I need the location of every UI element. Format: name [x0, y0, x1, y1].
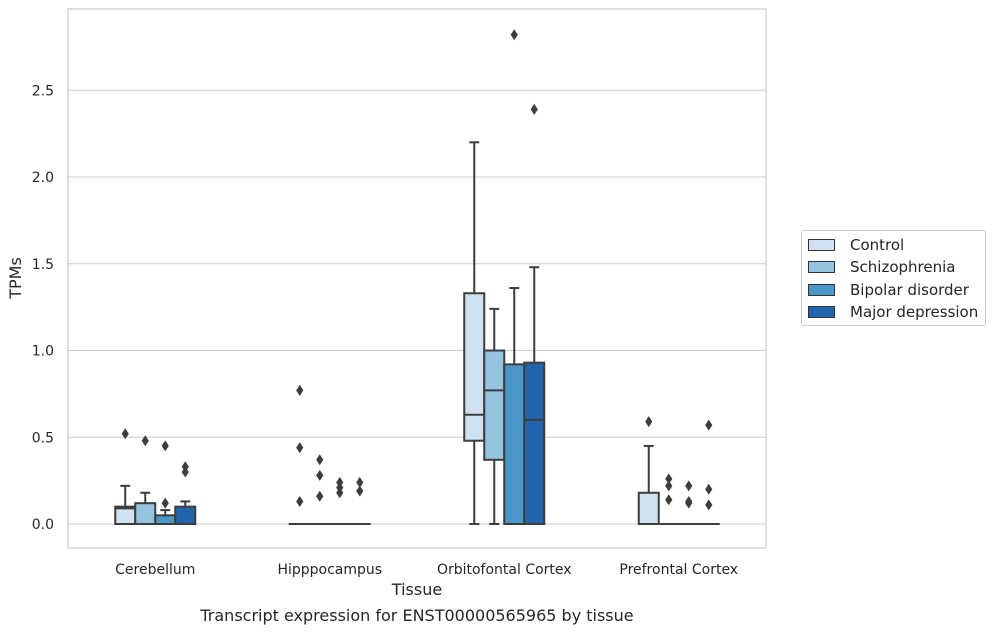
box-bipolar-disorder	[328, 476, 351, 526]
box-control	[288, 384, 311, 526]
y-tick-labels: 0.0 0.5 1.0 1.5 2.0 2.5	[32, 83, 54, 533]
box-control	[637, 416, 660, 525]
outlier-point	[705, 499, 713, 511]
box-bipolar-disorder	[503, 29, 526, 525]
x-tick-labels: Cerebellum Hipppocampus Orbitofontal Corte…	[115, 562, 738, 578]
outlier-point	[665, 473, 673, 485]
x-tick-label: Hipppocampus	[277, 562, 382, 578]
legend-swatch-bipolar-disorder	[808, 284, 835, 296]
outlier-point	[296, 384, 304, 396]
x-tick-label: Orbitofontal Cortex	[437, 562, 572, 578]
gridlines	[68, 89, 766, 525]
box-bipolar-disorder	[154, 440, 177, 526]
outlier-point	[181, 466, 189, 478]
outlier-point	[161, 497, 169, 509]
chart-caption: Transcript expression for ENST0000056596…	[200, 606, 634, 625]
y-axis-label: TPMs	[6, 257, 25, 300]
outlier-point	[705, 483, 713, 495]
box-major-depression	[523, 103, 546, 525]
box-major-depression	[348, 476, 371, 526]
box-major-depression	[697, 419, 720, 526]
box-body	[637, 491, 660, 525]
outlier-point	[685, 480, 693, 492]
outlier-point	[510, 29, 518, 41]
box-body	[523, 361, 546, 525]
outlier-point	[316, 454, 324, 466]
outlier-point	[356, 476, 364, 488]
legend-item-bipolar-disorder: Bipolar disorder	[808, 280, 969, 300]
outlier-point	[356, 485, 364, 497]
outlier-point	[316, 469, 324, 481]
box-body	[503, 363, 526, 525]
legend-label: Schizophrenia	[850, 258, 956, 276]
y-tick-label: 0.0	[32, 517, 54, 533]
outlier-point	[530, 103, 538, 115]
y-tick-label: 1.0	[32, 344, 54, 360]
box-body	[463, 292, 486, 442]
box-body	[483, 349, 506, 461]
box-body	[154, 514, 177, 526]
outlier-point	[316, 490, 324, 502]
outlier-point	[645, 416, 653, 428]
box-schizophrenia	[134, 435, 157, 525]
outlier-point	[705, 419, 713, 431]
outlier-point	[336, 487, 344, 499]
box-schizophrenia	[308, 454, 331, 526]
boxes	[114, 29, 720, 526]
legend-label: Major depression	[850, 303, 979, 321]
x-tick-label: Prefrontal Cortex	[619, 562, 738, 578]
legend-item-major-depression: Major depression	[808, 302, 978, 322]
outlier-point	[161, 440, 169, 452]
outlier-point	[665, 480, 673, 492]
box-control	[463, 141, 486, 525]
outlier-point	[121, 428, 129, 440]
outlier-point	[141, 435, 149, 447]
legend-label: Control	[850, 236, 905, 254]
box-body	[174, 505, 197, 525]
plot-area	[67, 8, 767, 549]
y-tick-label: 1.5	[32, 257, 54, 273]
legend-item-schizophrenia: Schizophrenia	[808, 257, 955, 277]
x-tick-label: Cerebellum	[115, 562, 195, 578]
y-tick-label: 2.0	[32, 170, 54, 186]
outlier-point	[685, 497, 693, 509]
y-tick-label: 2.5	[32, 83, 54, 99]
box-body	[134, 502, 157, 525]
box-schizophrenia	[657, 473, 680, 526]
legend-swatch-major-depression	[808, 306, 835, 318]
box-bipolar-disorder	[677, 480, 700, 526]
box-control	[114, 428, 137, 525]
box-schizophrenia	[483, 307, 506, 525]
legend-label: Bipolar disorder	[850, 281, 969, 299]
y-tick-label: 0.5	[32, 430, 54, 446]
outlier-point	[296, 442, 304, 454]
legend-item-control: Control	[808, 235, 904, 255]
legend: Control Schizophrenia Bipolar disorder M…	[801, 230, 986, 326]
box-major-depression	[174, 461, 197, 525]
outlier-point	[665, 494, 673, 506]
legend-swatch-control	[808, 239, 835, 251]
legend-swatch-schizophrenia	[808, 261, 835, 273]
x-axis-label: Tissue	[391, 580, 442, 599]
outlier-point	[296, 495, 304, 507]
